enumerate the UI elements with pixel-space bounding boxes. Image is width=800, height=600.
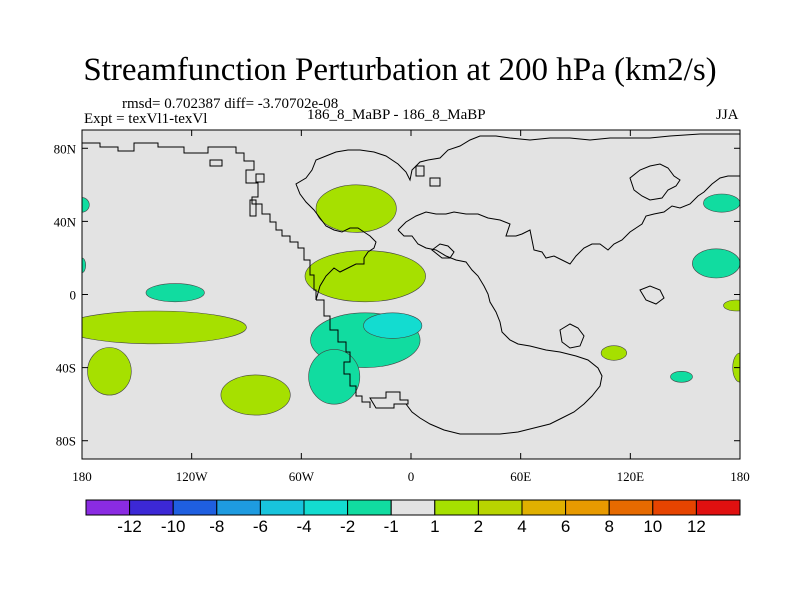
colorbar-box: [521, 499, 567, 516]
colorbar-box: [172, 499, 218, 516]
y-tick-label: 0: [70, 288, 77, 303]
contour-region-17: [363, 312, 423, 339]
colorbar-label: -6: [253, 517, 268, 536]
colorbar-box: [652, 499, 697, 516]
colorbar-box: [216, 499, 261, 516]
contour-region-6: [600, 345, 628, 361]
colorbar-label: -10: [161, 517, 186, 536]
x-tick-label: 0: [408, 469, 415, 484]
x-tick-label: 60W: [289, 469, 315, 484]
contour-regions: [82, 184, 740, 416]
x-tick-label: 120E: [617, 469, 645, 484]
x-tick-label: 180: [730, 469, 750, 484]
colorbar-label: -8: [209, 517, 224, 536]
colorbar-box: [608, 499, 654, 516]
colorbar-label: 2: [474, 517, 483, 536]
y-tick-label: 80N: [54, 141, 77, 156]
coastlines: [82, 133, 740, 435]
colorbar-label: -12: [117, 517, 142, 536]
y-tick-label: 80S: [56, 434, 76, 449]
colorbar-box: [347, 499, 392, 516]
contour-region-11: [308, 349, 361, 405]
colorbar-label: 6: [561, 517, 570, 536]
x-tick-label: 60E: [510, 469, 531, 484]
contour-region-4: [87, 347, 132, 396]
colorbar-label: 10: [643, 517, 662, 536]
contour-region-16: [670, 370, 693, 383]
contour-region-3: [82, 310, 247, 345]
colorbar-box: [390, 499, 436, 516]
colorbar-label: -1: [384, 517, 399, 536]
colorbar-label: 1: [430, 517, 439, 536]
x-tick-label: 180: [72, 469, 92, 484]
colorbar-box: [129, 499, 174, 516]
colorbar-box: [695, 499, 741, 516]
colorbar-label: 12: [687, 517, 706, 536]
colorbar-box: [434, 499, 479, 516]
colorbar: -12 -10 -8 -6 -4 -2 -1 1 2 4 6 8 10 12: [85, 499, 741, 536]
contour-region-12: [692, 248, 740, 279]
colorbar-box: [85, 499, 131, 516]
colorbar-box: [259, 499, 305, 516]
contour-region-14: [82, 197, 90, 213]
experiment-text: Expt = texVl1-texVl: [84, 111, 208, 127]
contour-region-1: [315, 184, 397, 233]
stats-text: rmsd= 0.702387 diff= -3.70702e-08: [122, 96, 339, 112]
y-tick-label: 40N: [54, 214, 77, 229]
axis-ticks: 180 120W 60W 0 60E 120E 180 80N 40N 0 40S 80S: [54, 130, 750, 484]
season-label: JJA: [716, 107, 739, 123]
colorbar-box: [477, 499, 523, 516]
contour-region-5: [220, 374, 291, 416]
contour-region-13: [703, 193, 740, 213]
contour-region-2: [304, 250, 426, 303]
contour-region-9: [145, 283, 205, 303]
chart-title: Streamfunction Perturbation at 200 hPa (…: [83, 52, 717, 88]
x-tick-label: 120W: [176, 469, 209, 484]
colorbar-box: [303, 499, 349, 516]
case-text: 186_8_MaBP - 186_8_MaBP: [307, 107, 486, 123]
colorbar-label: -2: [340, 517, 355, 536]
colorbar-label: -4: [296, 517, 311, 536]
colorbar-label: 4: [517, 517, 526, 536]
contour-region-7: [723, 299, 740, 312]
colorbar-label: 8: [604, 517, 613, 536]
colorbar-box: [565, 499, 610, 516]
y-tick-label: 40S: [56, 361, 76, 376]
